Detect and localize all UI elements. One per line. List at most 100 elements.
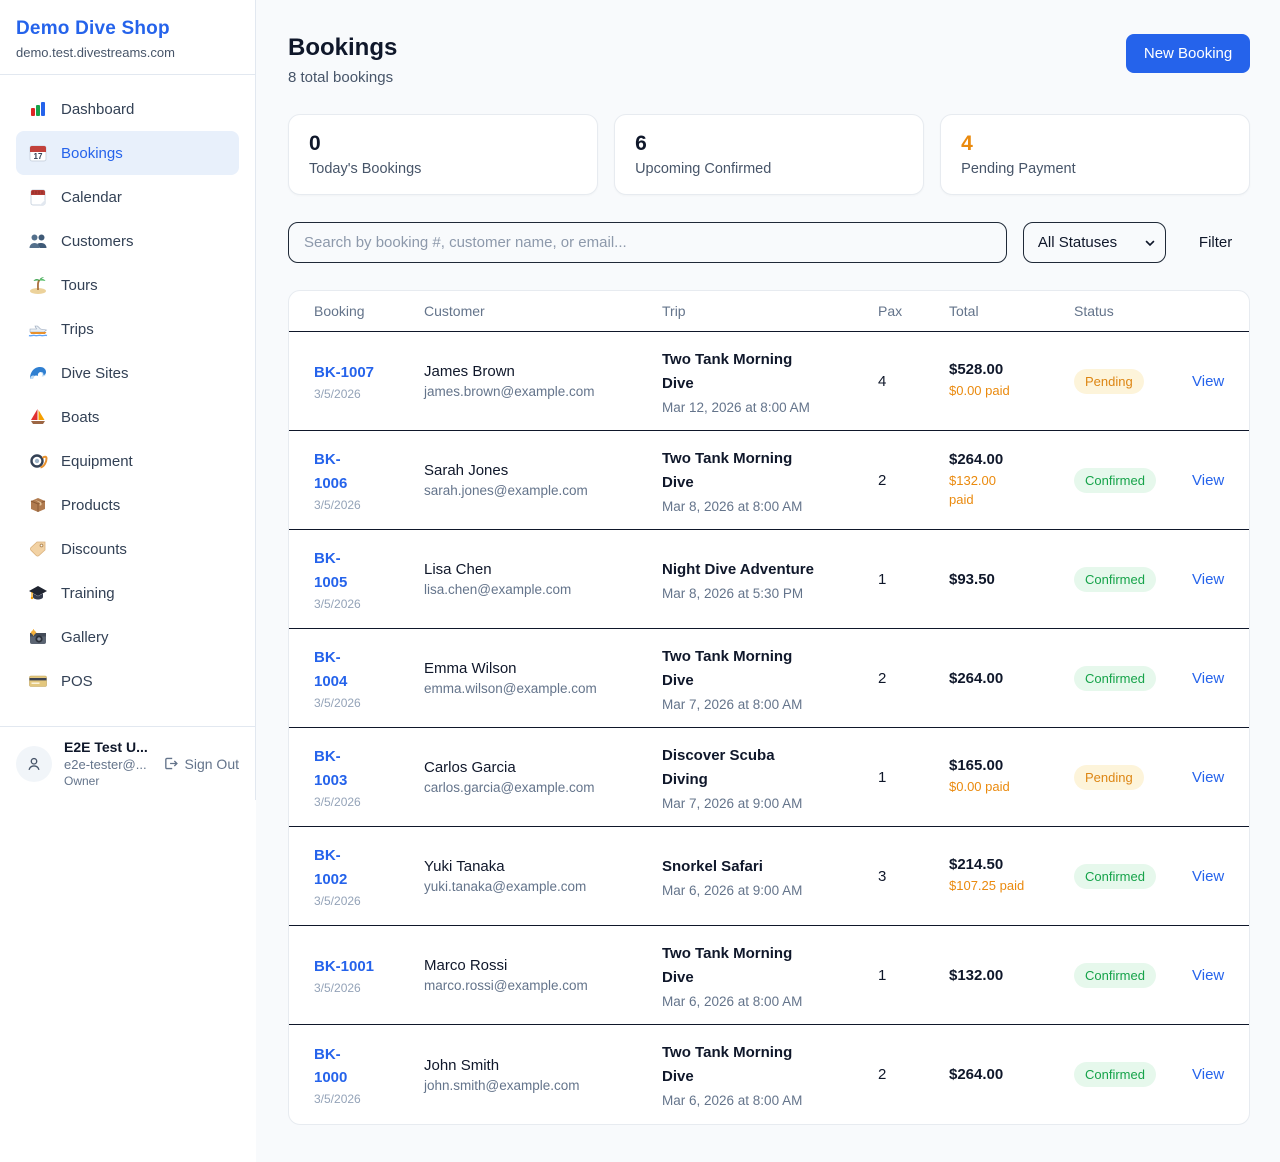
total-amount: $264.00 [949, 669, 1004, 687]
total-cell: $132.00 [949, 967, 1074, 984]
total-bookings-count: 8 total bookings [288, 69, 394, 86]
total-amount: $528.00 [949, 361, 1004, 379]
total-amount: $93.50 [949, 570, 995, 588]
status-select-wrap: All Statuses [1022, 222, 1166, 263]
customer-email: emma.wilson@example.com [424, 681, 597, 696]
stat-value: 0 [309, 132, 321, 155]
view-link[interactable]: View [1192, 372, 1225, 390]
sidebar-item-tours[interactable]: Tours [16, 263, 239, 307]
search-input[interactable] [288, 222, 1007, 263]
logout-icon [162, 755, 179, 772]
customer-cell: Carlos Garcia carlos.garcia@example.com [424, 759, 662, 795]
total-cell: $528.00 $0.00 paid [949, 361, 1074, 401]
booking-date: 3/5/2026 [314, 981, 361, 996]
view-link[interactable]: View [1192, 471, 1225, 489]
trip-datetime: Mar 6, 2026 at 8:00 AM [662, 993, 803, 1009]
booking-cell: BK- 1006 3/5/2026 [314, 448, 424, 512]
avatar [16, 745, 52, 782]
sidebar-item-products[interactable]: Products [16, 483, 239, 527]
view-link[interactable]: View [1192, 570, 1225, 588]
shop-header: Demo Dive Shop demo.test.divestreams.com [0, 0, 255, 75]
sidebar-item-discounts[interactable]: Discounts [16, 527, 239, 571]
booking-id-link[interactable]: BK- 1005 [314, 550, 348, 591]
total-cell: $165.00 $0.00 paid [949, 757, 1074, 797]
sidebar-item-label: Training [61, 584, 115, 602]
customer-cell: James Brown james.brown@example.com [424, 363, 662, 399]
user-footer: E2E Test U... e2e-tester@... Owner Sign … [0, 726, 255, 800]
column-header-trip: Trip [662, 303, 686, 319]
stat-value: 4 [961, 132, 973, 155]
calendar-date-icon: 17 [28, 143, 48, 163]
sidebar-item-calendar[interactable]: Calendar [16, 175, 239, 219]
filter-button[interactable]: Filter [1198, 234, 1233, 251]
customer-email: sarah.jones@example.com [424, 483, 588, 498]
customer-cell: John Smith john.smith@example.com [424, 1057, 662, 1093]
sidebar-item-dashboard[interactable]: Dashboard [16, 87, 239, 131]
sidebar-item-gallery[interactable]: Gallery [16, 615, 239, 659]
view-link[interactable]: View [1192, 669, 1225, 687]
view-link[interactable]: View [1192, 867, 1225, 885]
sidebar-item-dive-sites[interactable]: Dive Sites [16, 351, 239, 395]
table-row: BK- 1000 3/5/2026 John Smith john.smith@… [289, 1025, 1249, 1124]
booking-id-link[interactable]: BK- 1002 [314, 847, 348, 888]
view-link[interactable]: View [1192, 768, 1225, 786]
credit-card-icon [28, 671, 48, 691]
status-select[interactable]: All Statuses [1022, 222, 1166, 263]
sidebar-item-bookings[interactable]: 17 Bookings [16, 131, 239, 175]
stats-row: 0 Today's Bookings 6 Upcoming Confirmed … [288, 114, 1251, 195]
booking-cell: BK- 1002 3/5/2026 [314, 844, 424, 908]
tear-off-calendar-icon [28, 187, 48, 207]
customer-name: Sarah Jones [424, 462, 509, 479]
booking-id-link[interactable]: BK- 1003 [314, 748, 348, 789]
sidebar-item-label: Customers [61, 232, 134, 250]
page-title-block: Bookings 8 total bookings [288, 34, 397, 86]
sidebar-item-boats[interactable]: Boats [16, 395, 239, 439]
customer-email: marco.rossi@example.com [424, 978, 588, 993]
table-row: BK- 1003 3/5/2026 Carlos Garcia carlos.g… [289, 728, 1250, 827]
table-row: BK-1001 3/5/2026 Marco Rossi marco.rossi… [289, 926, 1250, 1025]
booking-cell: BK- 1005 3/5/2026 [314, 547, 424, 611]
user-name: E2E Test U... [64, 739, 148, 755]
customer-email: james.brown@example.com [424, 384, 595, 399]
booking-cell: BK-1001 3/5/2026 [314, 955, 424, 995]
view-link[interactable]: View [1192, 1066, 1225, 1083]
sidebar-item-label: Discounts [61, 540, 127, 558]
paid-amount: $132.00 paid [949, 472, 996, 507]
column-header-customer: Customer [424, 303, 485, 319]
booking-id-link[interactable]: BK- 1000 [314, 1045, 348, 1086]
wave-icon [28, 363, 48, 383]
status-badge: Pending [1074, 368, 1144, 394]
sidebar-item-training[interactable]: Training [16, 571, 239, 615]
customer-name: James Brown [424, 363, 515, 380]
booking-date: 3/5/2026 [314, 893, 361, 908]
booking-id-link[interactable]: BK- 1004 [314, 649, 348, 690]
booking-id-link[interactable]: BK-1007 [314, 363, 375, 381]
new-booking-button[interactable]: New Booking [1125, 34, 1251, 73]
sidebar-item-pos[interactable]: POS [16, 659, 239, 703]
trip-datetime: Mar 8, 2026 at 5:30 PM [662, 585, 804, 601]
booking-id-link[interactable]: BK- 1006 [314, 451, 348, 492]
sidebar-item-label: Gallery [61, 628, 109, 646]
customer-email: carlos.garcia@example.com [424, 780, 595, 795]
sidebar-item-trips[interactable]: Trips [16, 307, 239, 351]
sidebar-item-equipment[interactable]: Equipment [16, 439, 239, 483]
shop-name: Demo Dive Shop [16, 18, 170, 39]
sidebar-item-label: Dive Sites [61, 364, 129, 382]
pax-cell: 3 [878, 867, 887, 885]
table-row: BK- 1005 3/5/2026 Lisa Chen lisa.chen@ex… [289, 530, 1250, 629]
trip-name: Two Tank Morning Dive [662, 1044, 793, 1085]
user-email: e2e-tester@... [64, 757, 147, 772]
column-header-booking: Booking [314, 303, 365, 319]
trip-name: Night Dive Adventure [662, 560, 814, 578]
page-title: Bookings [288, 34, 398, 61]
sailboat-icon [28, 407, 48, 427]
sidebar-item-customers[interactable]: Customers [16, 219, 239, 263]
paid-amount: $0.00 paid [949, 779, 1010, 795]
stat-label: Pending Payment [961, 161, 1076, 177]
sign-out-button[interactable]: Sign Out [162, 755, 239, 772]
booking-id-link[interactable]: BK-1001 [314, 957, 375, 975]
status-badge: Confirmed [1074, 665, 1156, 691]
stat-card-todays-bookings: 0 Today's Bookings [288, 114, 599, 195]
view-link[interactable]: View [1192, 966, 1225, 984]
user-role: Owner [64, 774, 100, 788]
